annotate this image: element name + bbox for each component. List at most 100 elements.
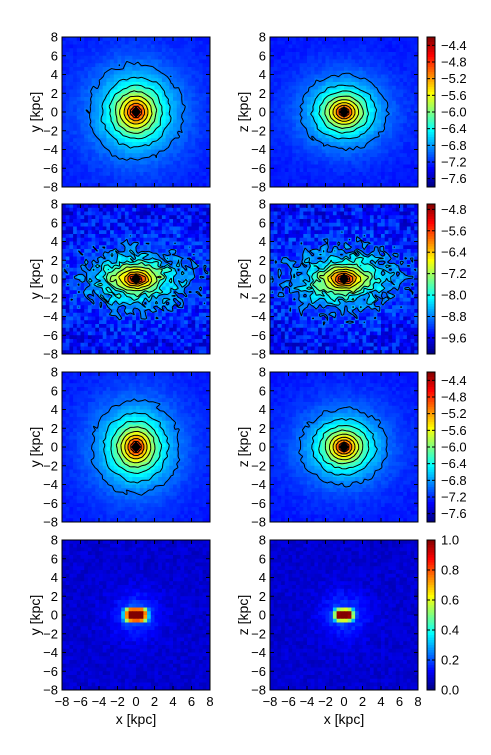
colorbar-tick-label: −7.2	[441, 490, 467, 505]
colorbar-row3-right: −4.4 −4.8−5.2 −5.6 −6.0−6.4 −6.8 −7.2−7.6	[426, 371, 467, 523]
core-marker	[131, 273, 141, 285]
colorbar-row4-right: 1.0 0.8 0.6 0.4 0.2 0.0	[426, 533, 459, 698]
colorbar-tick-label: −6.0	[441, 105, 467, 120]
colorbar-tick-label: −5.2	[441, 406, 467, 421]
ytick-label: 8	[51, 30, 58, 45]
ytick-label: 2	[51, 589, 58, 604]
contour-line	[118, 268, 153, 290]
ytick-label: 0	[259, 440, 266, 455]
ytick-label: 6	[259, 551, 266, 566]
colorbar-tick-label: 0.6	[441, 593, 459, 608]
contour-line	[330, 270, 357, 287]
ytick-label: −8	[43, 347, 58, 362]
colorbar-tick-label: −5.6	[441, 88, 467, 103]
contour-line	[319, 266, 369, 293]
contour-line	[90, 398, 181, 496]
contour-line	[127, 273, 146, 285]
ytick-label: −6	[43, 496, 58, 511]
ytick-label: −2	[251, 458, 266, 473]
ytick-label: 4	[51, 234, 58, 249]
contour-line	[306, 256, 382, 303]
ytick-label: −4	[43, 645, 58, 660]
colorbar-tick-label: −6.8	[441, 138, 467, 153]
ytick-label: 4	[259, 402, 266, 417]
colorbar-tick-label: −7.2	[441, 155, 467, 170]
xtick-label: 8	[414, 694, 421, 709]
ytick-label: −2	[43, 458, 58, 473]
core-marker	[339, 273, 349, 285]
colorbar-tick-label: −6.8	[441, 473, 467, 488]
contour-line	[127, 438, 145, 456]
colorbar-row2-right: −4.8 −5.6 −6.4 −7.2 −8.0 −8.8 −9.6	[426, 202, 467, 355]
panel-row3-right: −8 −6 −4 −2 0 2 4 6 8 z [kpc]	[235, 365, 419, 530]
ytick-label: −4	[251, 142, 266, 157]
ytick-label: −2	[251, 123, 266, 138]
ytick-label: 2	[259, 253, 266, 268]
contour-line	[105, 261, 166, 298]
colorbar-tick-label: 0.8	[441, 563, 459, 578]
ytick-label: 0	[259, 105, 266, 120]
ytick-label: 8	[51, 365, 58, 380]
ytick-label: 0	[259, 608, 266, 623]
ylabel: y [kpc]	[27, 427, 43, 467]
xtick-label: −6	[73, 694, 88, 709]
ytick-label: −4	[251, 309, 266, 324]
contour-line	[327, 268, 362, 289]
xlabel: x [kpc]	[116, 711, 156, 727]
contour-line	[124, 434, 148, 460]
ytick-label: 6	[259, 48, 266, 63]
ytick-label: 4	[51, 67, 58, 82]
contour-line	[63, 235, 209, 321]
xtick-label: 6	[396, 694, 403, 709]
xtick-label: 6	[188, 694, 195, 709]
ytick-label: −8	[251, 347, 266, 362]
ytick-label: 8	[259, 30, 266, 45]
colorbar-tick-label: 0.0	[441, 683, 459, 698]
contour-line	[310, 84, 378, 140]
ytick-label: 2	[51, 421, 58, 436]
ytick-label: 6	[51, 383, 58, 398]
xtick-label: −2	[318, 694, 333, 709]
colorbar-tick-label: −6.4	[441, 456, 467, 471]
colorbar-tick-label: −4.8	[441, 202, 467, 217]
contour-line	[115, 426, 156, 468]
ytick-label: −8	[43, 515, 58, 530]
ytick-label: 0	[51, 105, 58, 120]
colorbar-tick-label: 0.4	[441, 623, 459, 638]
contour-line	[271, 231, 417, 327]
colorbar-row1-right: −4.4 −4.8−5.2 −5.6 −6.0−6.4 −6.8 −7.2−7.6	[426, 36, 467, 188]
xtick-label: −2	[110, 694, 125, 709]
ytick-label: −6	[43, 328, 58, 343]
ytick-label: 6	[51, 551, 58, 566]
colorbar-frame	[426, 203, 436, 355]
contour-line	[124, 271, 150, 287]
ytick-label: 4	[51, 570, 58, 585]
contour-line	[318, 425, 370, 470]
colorbar-tick-label: −4.8	[441, 390, 467, 405]
colorbar-tick-label: −8.8	[441, 309, 467, 324]
colorbar-tick-label: −5.2	[441, 71, 467, 86]
ytick-label: 4	[259, 67, 266, 82]
ytick-label: −4	[251, 477, 266, 492]
contour-line	[293, 249, 395, 309]
ytick-label: 0	[51, 608, 58, 623]
colorbar-tick-label: −5.6	[441, 423, 467, 438]
contour-line	[110, 420, 163, 474]
contour-line	[102, 412, 170, 484]
colorbar-tick-label: −6.4	[441, 245, 467, 260]
ytick-label: −4	[43, 477, 58, 492]
colorbar-tick-label: −7.6	[441, 506, 467, 521]
ylabel: y [kpc]	[27, 595, 43, 635]
contour-line	[335, 439, 353, 455]
xtick-label: 0	[340, 694, 347, 709]
xtick-label: −8	[263, 694, 278, 709]
colorbar-tick-label: −4.4	[441, 373, 467, 388]
contour-line	[324, 429, 364, 465]
panel-row2-right: −8 −6 −4 −2 0 2 4 6 8 z [kpc]	[235, 197, 419, 362]
contour-line	[100, 76, 172, 149]
ylabel: z [kpc]	[235, 259, 251, 299]
contour-line	[311, 418, 378, 476]
ytick-label: −6	[251, 328, 266, 343]
ytick-label: −8	[251, 683, 266, 698]
xtick-label: −4	[92, 694, 107, 709]
